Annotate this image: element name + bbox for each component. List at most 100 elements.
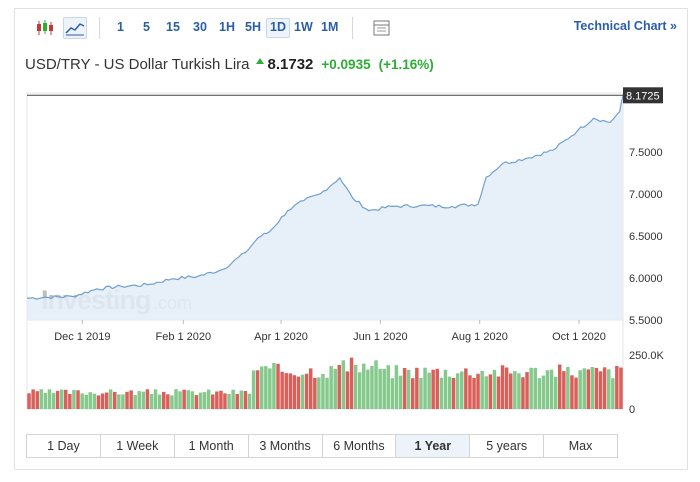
volume-bar	[206, 389, 211, 409]
volume-bar	[370, 365, 374, 409]
volume-bar	[55, 390, 60, 409]
period-5h[interactable]: 5H	[245, 20, 261, 34]
line-chart-icon[interactable]	[63, 17, 87, 39]
volume-bar	[333, 368, 337, 409]
volume-bar	[521, 377, 525, 409]
range-1-week[interactable]: 1 Week	[101, 435, 175, 457]
volume-bar	[80, 393, 84, 409]
period-1h[interactable]: 1H	[219, 20, 235, 34]
volume-bar	[378, 368, 382, 409]
volume-bar	[366, 369, 370, 409]
volume-bar	[276, 363, 280, 409]
volume-bar	[619, 367, 623, 409]
volume-bar	[402, 368, 407, 409]
instrument-header: USD/TRY - US Dollar Turkish Lira 8.1732 +0…	[25, 56, 434, 78]
volume-bar	[541, 375, 546, 409]
volume-bar	[280, 371, 284, 409]
volume-bar	[558, 364, 562, 409]
y-tick-label: 6.0000	[629, 273, 663, 285]
volume-bar	[215, 391, 219, 409]
volume-bar	[170, 395, 174, 409]
period-30[interactable]: 30	[193, 20, 207, 34]
volume-bar	[92, 393, 97, 409]
volume-bar	[223, 393, 227, 409]
price-area-fill	[27, 95, 623, 320]
volume-bar	[100, 393, 105, 409]
volume-bar	[566, 366, 570, 409]
range-1-year[interactable]: 1 Year	[396, 435, 471, 457]
range-6-months[interactable]: 6 Months	[323, 435, 397, 457]
volume-bar	[166, 394, 170, 409]
period-15[interactable]: 15	[166, 20, 180, 34]
technical-chart-link[interactable]: Technical Chart »	[573, 19, 677, 33]
candlestick-icon[interactable]	[33, 17, 57, 39]
price-line	[27, 95, 624, 300]
volume-bar	[358, 372, 362, 409]
range-1-day[interactable]: 1 Day	[27, 435, 101, 457]
toolbar: 1 5 15 30 1H 5H 1D 1W 1M Technical Chart…	[15, 9, 687, 45]
volume-bar	[345, 371, 350, 409]
volume-bar	[529, 367, 533, 409]
volume-bar	[157, 394, 162, 409]
volume-bar	[39, 389, 43, 409]
volume-bar	[186, 390, 190, 409]
volume-bar	[96, 395, 101, 409]
volume-bar	[309, 368, 313, 409]
volume-bar	[121, 394, 125, 409]
volume-bar	[362, 363, 366, 409]
grid-icon[interactable]	[370, 17, 394, 39]
volume-bar	[125, 391, 129, 409]
volume-bar	[353, 364, 358, 409]
volume-bar	[194, 395, 199, 409]
period-1[interactable]: 1	[117, 20, 124, 34]
volume-bar	[390, 378, 395, 409]
period-1m[interactable]: 1M	[321, 20, 339, 34]
volume-bar	[439, 377, 444, 409]
volume-bar	[525, 372, 529, 409]
period-1w[interactable]: 1W	[294, 20, 313, 34]
volume-bar	[427, 372, 431, 409]
volume-bar	[553, 376, 558, 409]
volume-bar	[76, 390, 80, 409]
range-3-months[interactable]: 3 Months	[249, 435, 323, 457]
volume-bar	[182, 389, 186, 409]
volume-bar	[145, 389, 150, 409]
volume-bar	[51, 393, 56, 409]
volume-bar	[317, 377, 321, 409]
volume-bar	[268, 368, 272, 409]
range-5-years[interactable]: 5 years	[470, 435, 545, 457]
volume-bar	[231, 389, 235, 409]
volume-bar	[255, 370, 260, 409]
range-max[interactable]: Max	[568, 439, 593, 453]
price-chart[interactable]: Investing.com8.17255.50006.00006.50007.0…	[15, 87, 687, 417]
volume-bar	[492, 369, 497, 409]
volume-bar	[174, 389, 178, 409]
y-tick-label: 5.5000	[629, 315, 663, 327]
volume-bar	[562, 371, 566, 409]
volume-bar	[598, 371, 603, 409]
x-tick-label: Oct 1 2020	[552, 331, 606, 343]
period-1d[interactable]: 1D	[266, 18, 290, 38]
volume-bar	[431, 369, 435, 409]
range-1-month[interactable]: 1 Month	[175, 435, 249, 457]
range-selector: 1 Day 1 Week 1 Month 3 Months 6 Months 1…	[26, 434, 618, 458]
instrument-name: USD/TRY - US Dollar Turkish Lira	[25, 56, 250, 73]
volume-bar	[586, 369, 591, 409]
volume-bar	[349, 357, 354, 409]
volume-bar	[594, 367, 599, 409]
y-tick-label: 6.5000	[629, 231, 663, 243]
volume-bar	[398, 375, 403, 409]
volume-bar	[313, 377, 317, 409]
volume-bar	[211, 394, 215, 409]
volume-bar	[260, 366, 264, 409]
toolbar-divider	[352, 17, 353, 39]
volume-bar	[47, 389, 52, 409]
up-arrow-icon	[255, 58, 264, 64]
period-5[interactable]: 5	[143, 20, 150, 34]
volume-tick-label: 250.0K	[629, 350, 665, 362]
volume-bar	[537, 378, 542, 409]
volume-bar	[202, 392, 207, 409]
volume-bar	[35, 391, 39, 409]
y-tick-label: 7.5000	[629, 147, 663, 159]
volume-bar	[386, 365, 390, 409]
